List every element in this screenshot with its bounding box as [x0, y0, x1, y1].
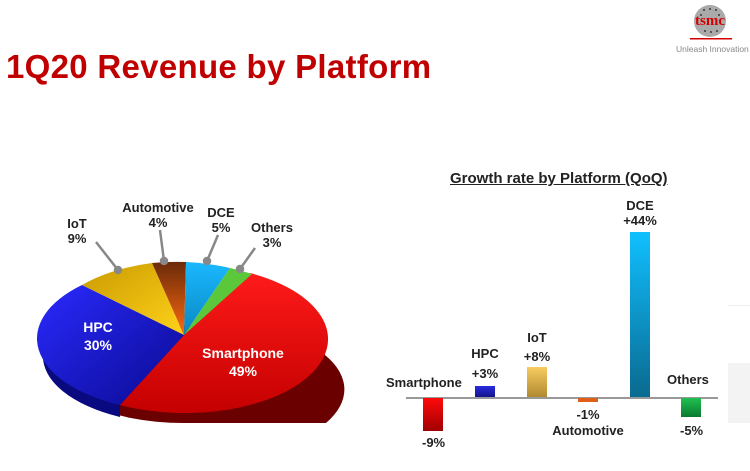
bar-label-smartphone-value: -9%: [422, 435, 446, 450]
pie-chart: [37, 229, 345, 423]
pie-label-hpc: HPC 30%: [83, 319, 113, 353]
bar-label-others-name: Others: [667, 372, 709, 387]
pie-label-automotive: Automotive 4%: [122, 200, 194, 230]
bar-dce: [630, 232, 650, 397]
bar-label-iot: IoT +8%: [523, 330, 551, 364]
bar-label-automotive: -1% Automotive: [552, 407, 624, 438]
bar-iot: [527, 367, 547, 397]
pie-label-smartphone: Smartphone 49%: [202, 345, 284, 379]
bar-label-others-value: -5%: [680, 423, 704, 438]
bar-label-hpc: HPC +3%: [471, 346, 499, 381]
logo-tagline: Unleash Innovation: [676, 44, 749, 54]
side-panel: [728, 363, 750, 423]
pie-label-dce: DCE 5%: [207, 205, 235, 235]
bar-smartphone: [423, 398, 443, 431]
svg-text:tsmc: tsmc: [695, 13, 725, 29]
bar-label-smartphone-name: Smartphone: [386, 375, 462, 390]
bar-automotive: [578, 398, 598, 402]
bar-others: [681, 398, 701, 417]
pie-label-iot: IoT 9%: [67, 216, 87, 246]
tsmc-logo: tsmc: [690, 5, 732, 40]
bar-axis: [406, 397, 718, 399]
bar-label-dce: DCE +44%: [623, 198, 657, 228]
pie-label-others: Others 3%: [251, 220, 293, 250]
page-title: 1Q20 Revenue by Platform: [6, 48, 432, 85]
bar-hpc: [475, 386, 495, 397]
bar-chart-title: Growth rate by Platform (QoQ): [450, 170, 668, 187]
side-divider: [728, 305, 750, 306]
